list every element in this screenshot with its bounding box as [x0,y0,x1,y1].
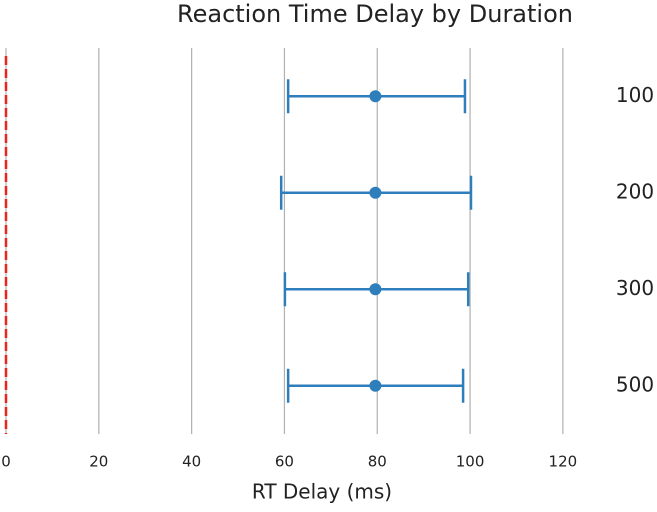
x-tick-label: 0 [1,453,11,471]
y-tick-label: 200 [616,179,654,203]
x-tick-label: 100 [456,453,485,471]
x-tick-label: 40 [182,453,201,471]
y-tick-label: 100 [616,83,654,107]
y-tick-label: 300 [616,276,654,300]
y-tick-label: 500 [616,372,654,396]
point [369,186,382,199]
x-axis-label: RT Delay (ms) [252,480,392,504]
x-tick-label: 120 [549,453,578,471]
point [369,379,382,392]
x-tick-label: 80 [368,453,387,471]
point [369,283,382,296]
point [369,90,382,103]
x-tick-label: 60 [275,453,294,471]
chart-title: Reaction Time Delay by Duration [177,0,573,28]
x-tick-label: 20 [89,453,108,471]
